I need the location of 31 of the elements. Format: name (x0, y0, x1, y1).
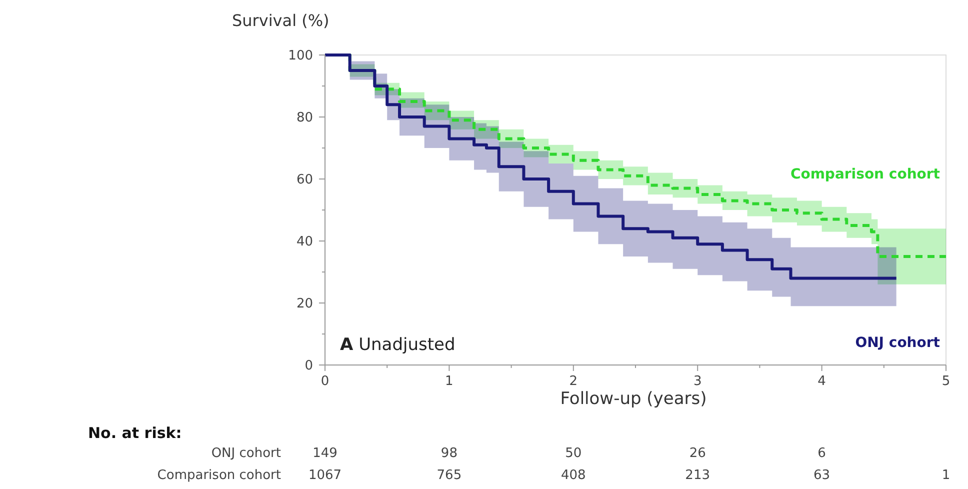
text: 50 (565, 446, 582, 461)
y-tick-label: 0 (304, 358, 313, 374)
text: 213 (685, 468, 710, 483)
y-tick-label: 40 (296, 234, 313, 250)
text: 1067 (308, 468, 342, 483)
text: ONJ cohort (855, 335, 940, 351)
y-tick-label: 20 (296, 296, 313, 312)
text: 765 (436, 468, 462, 483)
x-tick-label: 4 (818, 374, 826, 389)
text: 1 (942, 468, 950, 483)
x-axis-title: Follow-up (years) (560, 389, 707, 409)
y-axis-title: Survival (%) (232, 11, 330, 30)
annotation: A Unadjusted (340, 335, 456, 355)
x-tick-label: 0 (320, 374, 330, 389)
x-tick-label: 2 (569, 374, 578, 389)
x-tick-label: 1 (445, 374, 454, 389)
text: Comparison cohort (157, 468, 281, 483)
y-tick-label: 80 (296, 110, 313, 126)
y-tick-label: 100 (288, 48, 313, 64)
text: 63 (814, 468, 830, 483)
x-tick-label: 3 (693, 374, 702, 389)
text: ONJ cohort (211, 446, 281, 461)
x-tick-label: 5 (942, 374, 950, 389)
text: 6 (818, 446, 826, 461)
text: 149 (312, 446, 338, 461)
text: No. at risk: (88, 424, 182, 442)
text: 98 (440, 446, 458, 461)
y-tick-label: 60 (296, 172, 313, 188)
text: 26 (689, 446, 706, 461)
text: 408 (560, 468, 586, 483)
series-label: Comparison cohort (790, 166, 940, 183)
